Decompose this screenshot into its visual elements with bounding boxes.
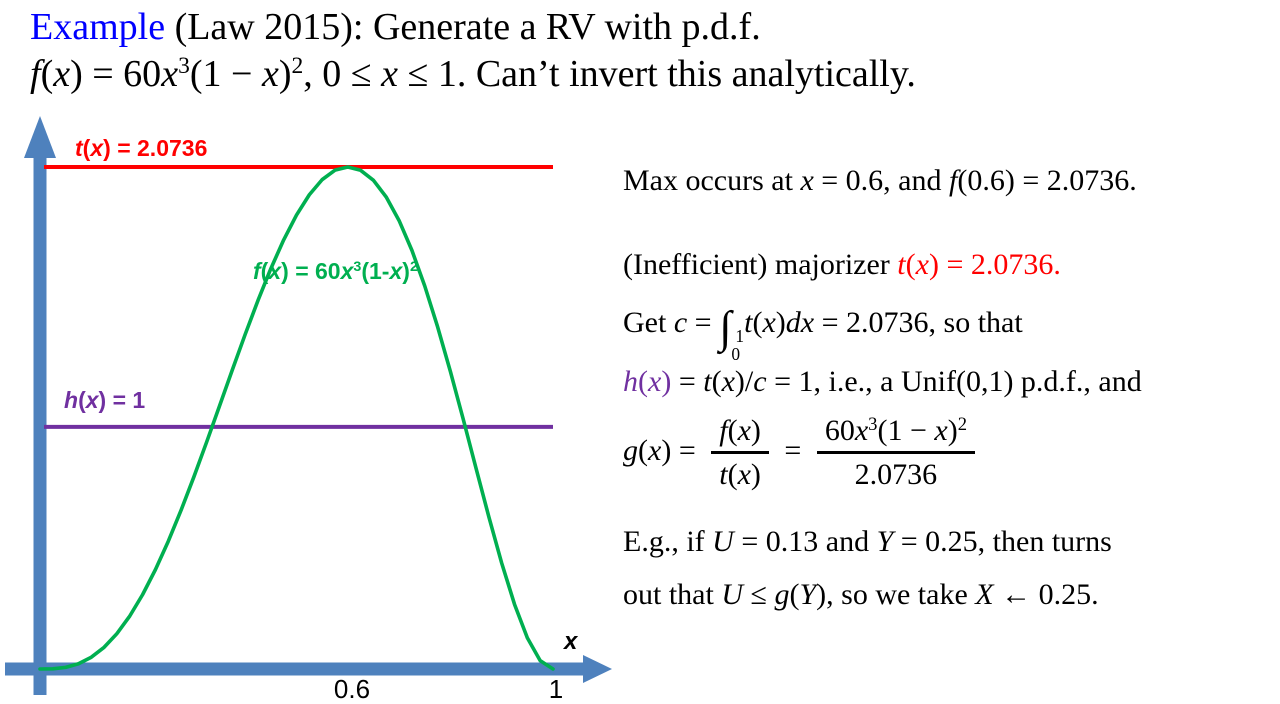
f-curve-label: f(x) = 60x3(1-x)2	[253, 258, 418, 284]
slide-title: Example (Law 2015): Generate a RV with p…	[30, 4, 916, 98]
y-axis-arrow	[24, 116, 56, 158]
title-line-2: f(x) = 60x3(1 − x)2, 0 ≤ x ≤ 1. Can’t in…	[30, 53, 916, 95]
h-uniform-label: h(x) = 1	[64, 387, 146, 413]
x-axis	[5, 662, 585, 676]
x-tick-1: 1	[548, 674, 564, 704]
pdf-plot: t(x) = 2.0736 f(x) = 60x3(1-x)2 h(x) = 1…	[0, 104, 648, 704]
body-line-integral: Get c = ∫ 1 0 t(x)dx = 2.0736, so that	[623, 301, 1023, 364]
body-line-example-2: out that U ≤ g(Y), so we take X ← 0.25.	[623, 578, 1099, 611]
body-line-majorizer: (Inefficient) majorizer t(x) = 2.0736.	[623, 248, 1061, 281]
x-axis-arrow	[583, 655, 612, 683]
f-curve	[38, 165, 555, 671]
body-line-max: Max occurs at x = 0.6, and f(0.6) = 2.07…	[623, 164, 1137, 197]
x-tick-0-6: 0.6	[333, 674, 371, 704]
plot-canvas	[5, 116, 612, 695]
title-line-1: Example (Law 2015): Generate a RV with p…	[30, 6, 761, 48]
explanation-text: Max occurs at x = 0.6, and f(0.6) = 2.07…	[623, 0, 1280, 704]
t-majorizer-label: t(x) = 2.0736	[75, 135, 208, 161]
body-line-hx: h(x) = t(x)/c = 1, i.e., a Unif(0,1) p.d…	[623, 365, 1142, 398]
y-axis	[33, 150, 47, 695]
body-line-gx-equation: g(x) = f(x) t(x) = 60x3(1 − x)2 2.0736	[623, 414, 983, 492]
x-axis-label: x	[564, 628, 578, 655]
body-line-example-1: E.g., if U = 0.13 and Y = 0.25, then tur…	[623, 525, 1112, 558]
